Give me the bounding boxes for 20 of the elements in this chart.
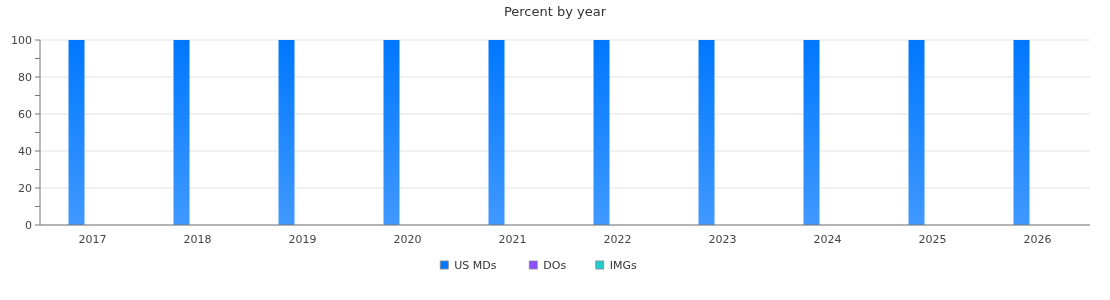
y-tick-label: 100	[11, 33, 32, 47]
y-tick-label: 80	[18, 70, 32, 84]
x-tick-label: 2025	[918, 233, 947, 246]
y-tick-label: 20	[18, 181, 32, 195]
x-tick-label: 2024	[813, 233, 842, 246]
x-tick-label: 2020	[393, 233, 422, 246]
x-tick-label: 2022	[603, 233, 632, 246]
chart-title: Percent by year	[503, 4, 607, 19]
x-tick-label: 2023	[708, 233, 737, 246]
y-tick-label: 60	[18, 107, 32, 121]
y-tick-label: 0	[25, 218, 32, 232]
x-tick-label: 2026	[1023, 233, 1052, 246]
x-tick-label: 2021	[498, 233, 527, 246]
y-tick-label: 40	[18, 144, 32, 158]
x-tick-label: 2019	[288, 233, 317, 246]
legend-label: IMGs	[609, 258, 638, 272]
x-tick-label: 2017	[78, 233, 107, 246]
legend-label: DOs	[543, 258, 567, 272]
x-tick-label: 2018	[183, 233, 212, 246]
legend-label: US MDs	[454, 258, 497, 272]
